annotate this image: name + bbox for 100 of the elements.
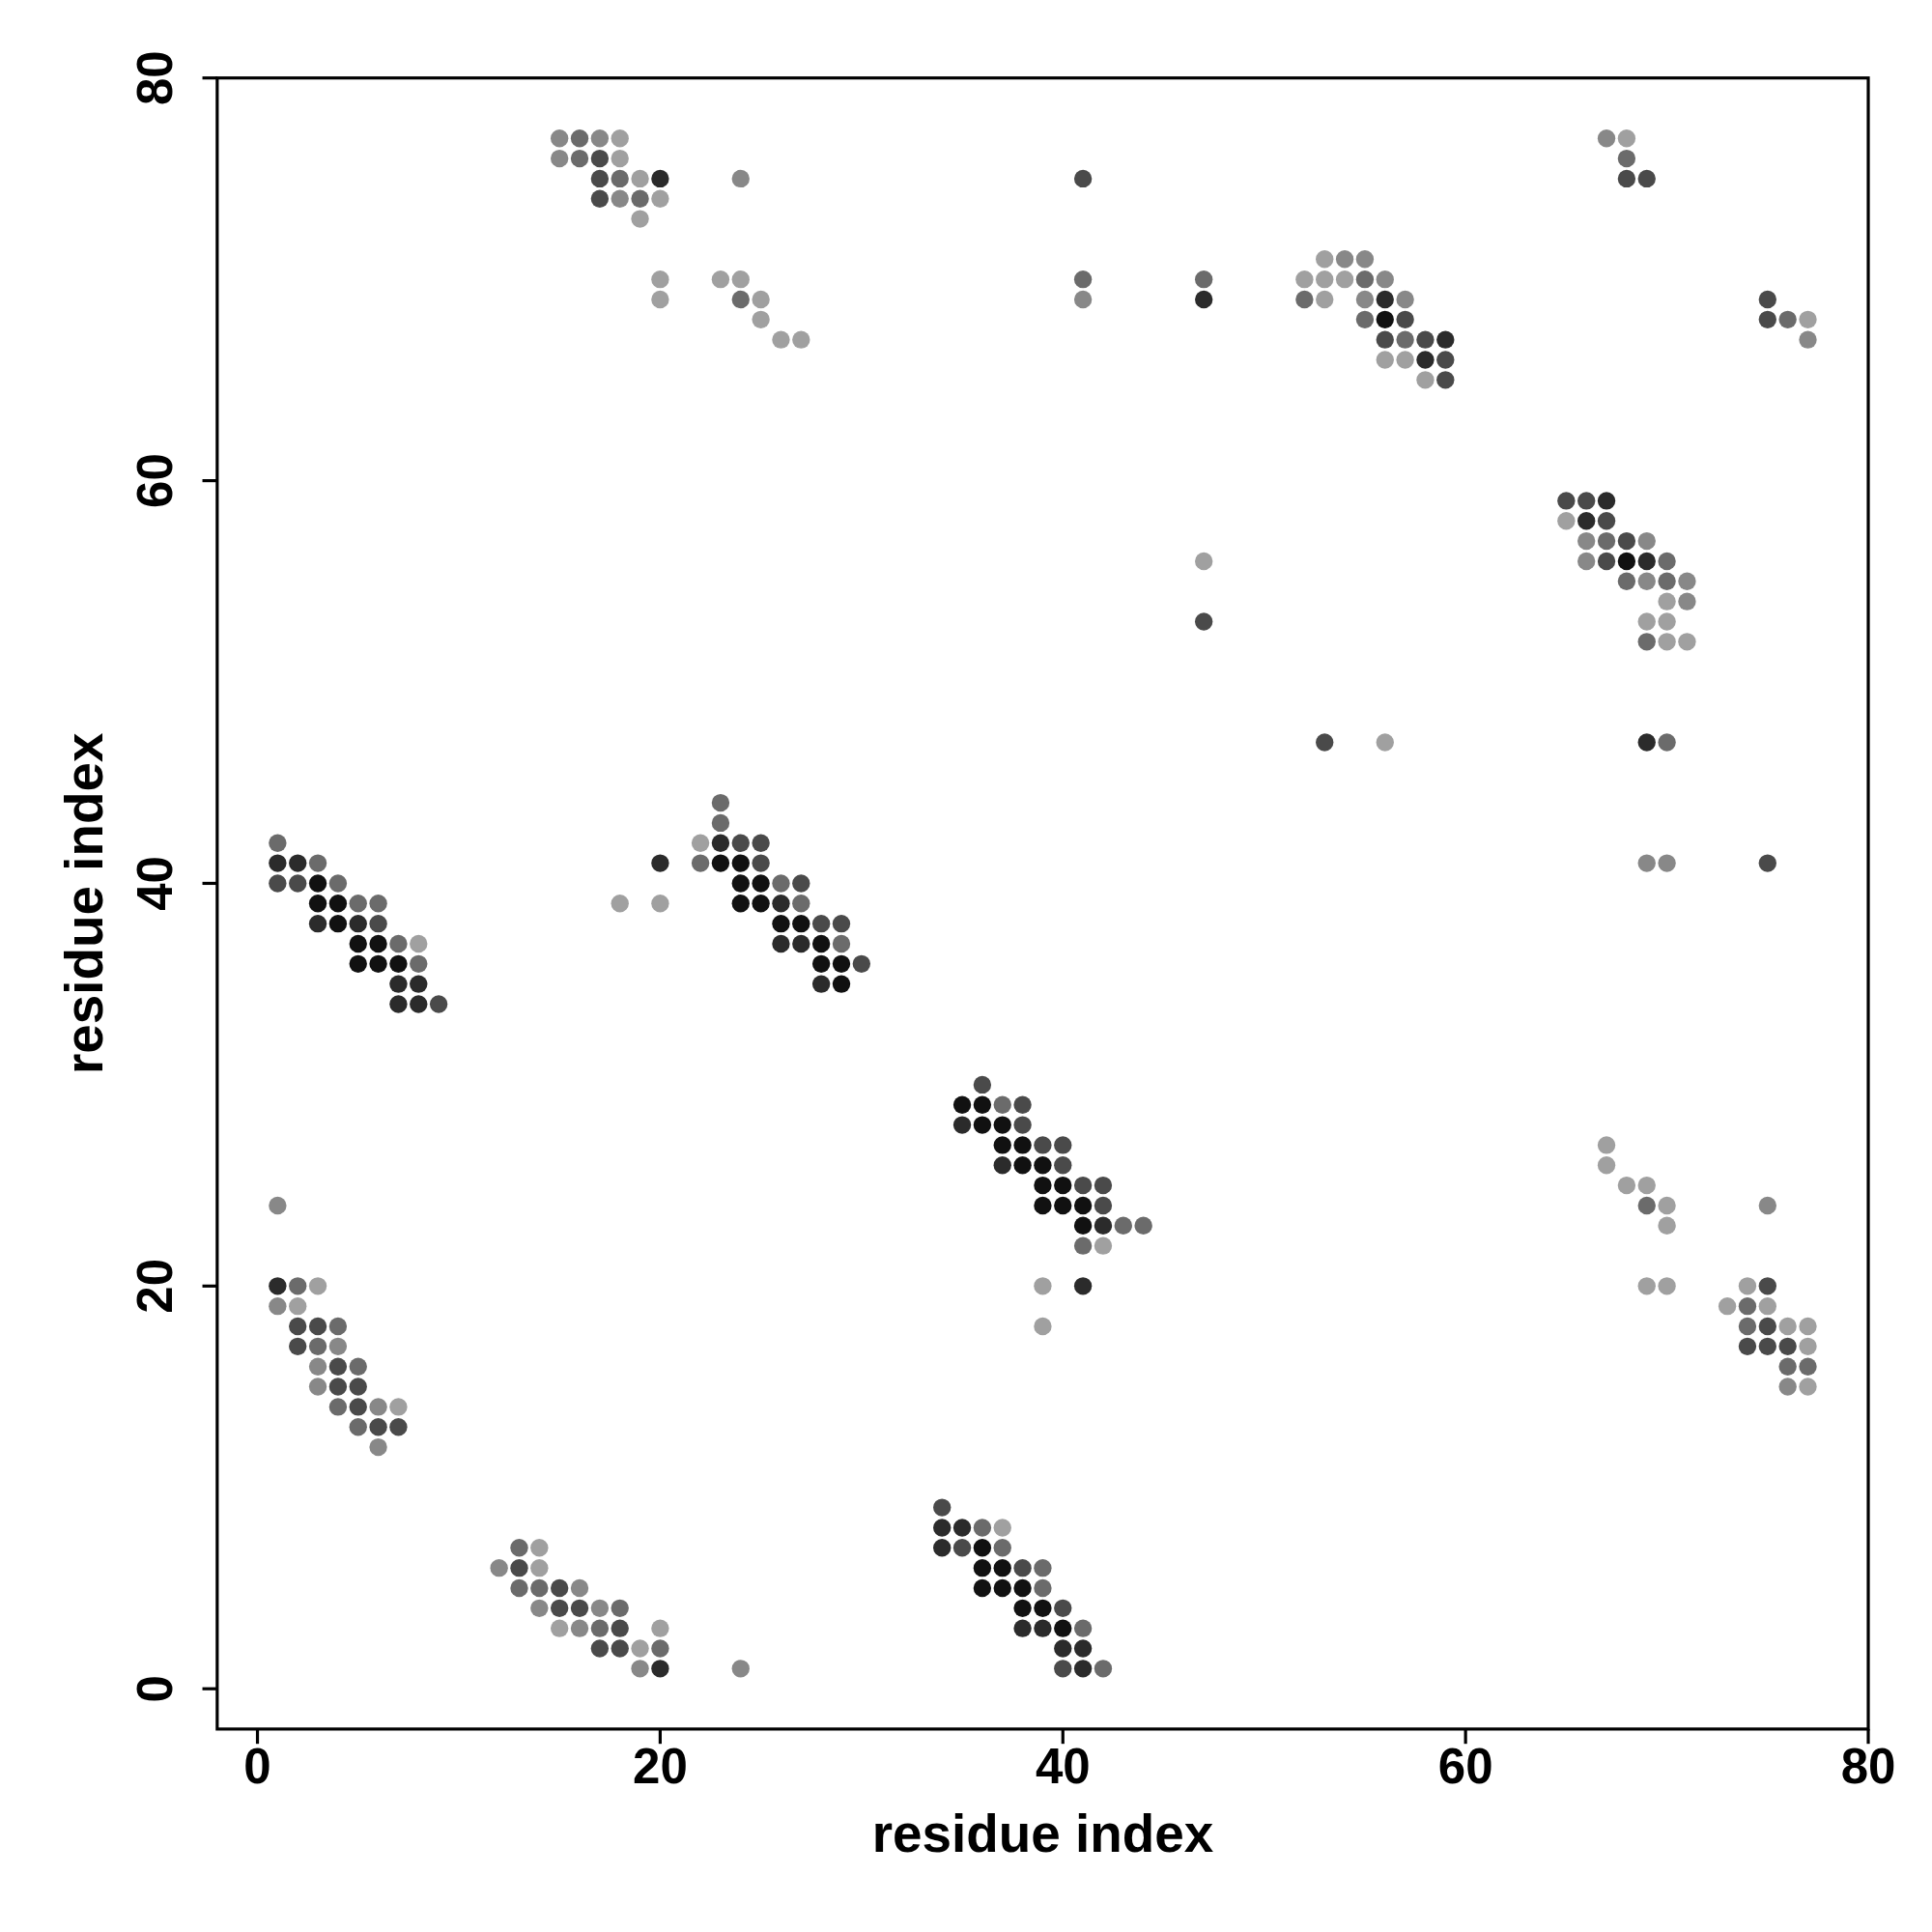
point <box>1073 1236 1093 1255</box>
point <box>1617 149 1636 168</box>
point <box>832 954 851 974</box>
point <box>590 1599 610 1618</box>
point <box>711 854 730 872</box>
point <box>973 1578 992 1598</box>
point <box>328 1398 348 1416</box>
point <box>1617 572 1636 590</box>
point <box>1034 1176 1052 1195</box>
point <box>389 954 408 974</box>
point <box>651 854 669 872</box>
point <box>590 129 610 148</box>
point <box>973 1095 992 1114</box>
point <box>933 1539 952 1557</box>
point <box>269 834 287 852</box>
point <box>1637 531 1656 551</box>
point <box>1637 1196 1656 1215</box>
point <box>792 914 810 933</box>
point <box>570 1619 589 1637</box>
point <box>1396 290 1414 309</box>
point <box>1194 290 1213 309</box>
point <box>1376 290 1394 309</box>
point <box>1054 1176 1072 1195</box>
point <box>1295 290 1314 309</box>
point <box>590 1619 610 1637</box>
point <box>1114 1216 1132 1235</box>
point <box>1597 129 1616 148</box>
point <box>973 1519 992 1537</box>
point <box>1577 552 1596 571</box>
point <box>530 1599 549 1618</box>
point <box>1436 330 1455 349</box>
point <box>1013 1578 1032 1598</box>
point <box>410 954 428 974</box>
point <box>1054 1639 1072 1658</box>
point <box>269 1196 287 1215</box>
point <box>772 934 790 953</box>
point <box>1738 1296 1757 1316</box>
point <box>772 895 790 913</box>
point <box>993 1116 1011 1134</box>
point <box>328 874 348 893</box>
point <box>1194 270 1213 289</box>
point <box>1034 1619 1052 1637</box>
point <box>993 1558 1011 1577</box>
point <box>328 895 348 913</box>
point <box>510 1578 528 1598</box>
point <box>1799 330 1817 349</box>
point <box>731 895 750 913</box>
point <box>349 895 367 913</box>
point <box>792 934 810 953</box>
point <box>490 1558 508 1577</box>
point <box>1073 270 1093 289</box>
point <box>993 1578 1011 1598</box>
point <box>369 954 387 974</box>
point <box>1799 1357 1817 1376</box>
point <box>1335 250 1354 269</box>
point <box>551 149 569 168</box>
point <box>328 1337 348 1356</box>
point <box>811 954 831 974</box>
point <box>611 1599 629 1618</box>
point <box>631 189 649 208</box>
point <box>792 895 810 913</box>
point <box>289 1277 307 1295</box>
point <box>349 954 367 974</box>
point <box>269 1296 287 1316</box>
point <box>328 1317 348 1336</box>
point <box>1637 854 1656 872</box>
point <box>1355 270 1375 289</box>
y-tick-label: 0 <box>127 1675 183 1703</box>
point <box>752 895 770 913</box>
point <box>349 914 367 933</box>
point <box>1376 270 1394 289</box>
point <box>993 1136 1011 1154</box>
point <box>369 895 387 913</box>
point <box>269 1277 287 1295</box>
point <box>952 1116 972 1134</box>
point <box>1034 1156 1052 1175</box>
point <box>1637 552 1656 571</box>
point <box>1073 1619 1093 1637</box>
point <box>1094 1216 1113 1235</box>
point <box>369 934 387 953</box>
point <box>410 995 428 1013</box>
point <box>752 874 770 893</box>
point <box>1597 531 1616 551</box>
point <box>952 1095 972 1114</box>
point <box>328 914 348 933</box>
point <box>832 934 851 953</box>
x-tick-label: 40 <box>1035 1739 1091 1795</box>
point <box>1355 290 1375 309</box>
point <box>1054 1196 1072 1215</box>
point <box>1073 290 1093 309</box>
point <box>1416 351 1435 369</box>
point <box>933 1519 952 1537</box>
point <box>551 129 569 148</box>
point <box>731 169 750 188</box>
point <box>530 1578 549 1598</box>
point <box>772 874 790 893</box>
point <box>1637 633 1656 651</box>
point <box>389 995 408 1013</box>
point <box>1658 854 1676 872</box>
point <box>651 1660 669 1678</box>
